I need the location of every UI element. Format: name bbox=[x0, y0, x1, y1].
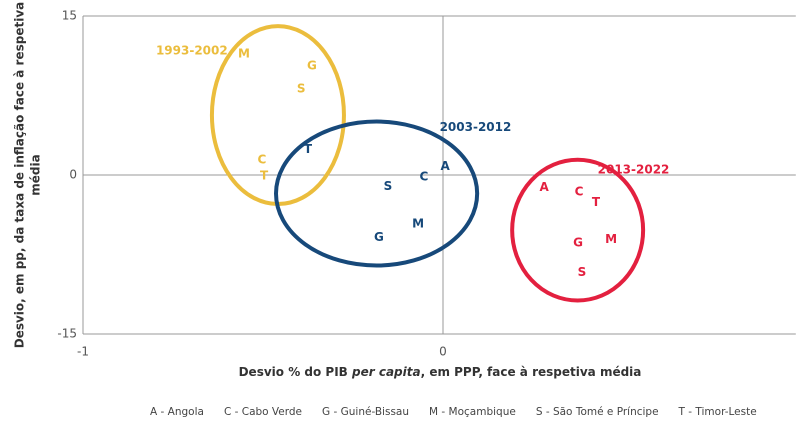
series-label: 2013-2022 bbox=[598, 163, 670, 177]
point: A bbox=[540, 180, 550, 194]
point: G bbox=[573, 235, 583, 249]
point: M bbox=[238, 47, 250, 61]
point: C bbox=[258, 153, 267, 167]
x-axis-label: Desvio % do PIB per capita, em PPP, face… bbox=[239, 365, 642, 379]
point: C bbox=[575, 184, 584, 198]
x-tick-label: 0 bbox=[439, 345, 447, 359]
y-axis-label: Desvio, em pp, da taxa de inflação face … bbox=[13, 2, 43, 349]
point: G bbox=[374, 230, 384, 244]
legend-entry: T - Timor-Leste bbox=[678, 406, 757, 418]
group-ellipse bbox=[510, 157, 646, 303]
y-tick-label: 15 bbox=[62, 9, 77, 23]
point: S bbox=[578, 265, 587, 279]
x-label-part: , em PPP, face à respetiva média bbox=[421, 365, 642, 379]
point: T bbox=[304, 142, 313, 156]
y-tick-label: 0 bbox=[69, 168, 77, 182]
y-tick-label: -15 bbox=[57, 327, 77, 341]
x-label-part: per capita bbox=[351, 365, 421, 379]
legend-entry: G - Guiné-Bissau bbox=[322, 406, 409, 418]
point: A bbox=[441, 159, 451, 173]
series-label: 2003-2012 bbox=[440, 120, 512, 134]
legend-entry: M - Moçambique bbox=[429, 406, 516, 418]
point: T bbox=[260, 169, 269, 183]
y-label-line: média bbox=[29, 154, 43, 195]
legend-entry: S - São Tomé e Príncipe bbox=[536, 406, 659, 418]
x-tick-label: -1 bbox=[77, 345, 89, 359]
legend-entry: C - Cabo Verde bbox=[224, 406, 302, 418]
point: M bbox=[605, 232, 617, 246]
point: G bbox=[307, 58, 317, 72]
point: T bbox=[592, 195, 601, 209]
point: S bbox=[384, 179, 393, 193]
series-label: 1993-2002 bbox=[156, 44, 228, 58]
y-label-line: Desvio, em pp, da taxa de inflação face … bbox=[13, 2, 27, 349]
point: M bbox=[412, 216, 424, 230]
legend-entry: A - Angola bbox=[150, 406, 204, 418]
group-ellipse bbox=[274, 119, 480, 268]
point: C bbox=[420, 170, 429, 184]
point: S bbox=[297, 82, 306, 96]
x-label-part: Desvio % do PIB bbox=[239, 365, 352, 379]
